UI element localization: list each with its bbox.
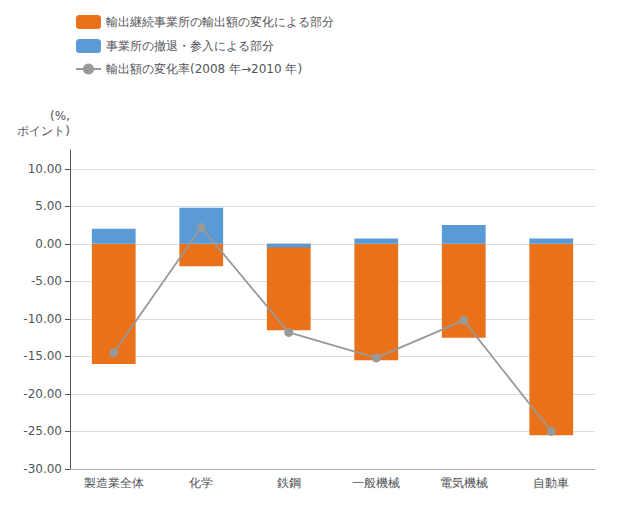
svg-text:-15.00: -15.00	[23, 349, 62, 363]
svg-text:5.00: 5.00	[35, 199, 62, 213]
svg-text:電気機械: 電気機械	[440, 476, 488, 490]
svg-text:-10.00: -10.00	[23, 312, 62, 326]
svg-text:自動車: 自動車	[533, 476, 569, 490]
svg-text:-20.00: -20.00	[23, 387, 62, 401]
svg-text:輸出額の変化率(2008 年→2010 年): 輸出額の変化率(2008 年→2010 年)	[106, 62, 302, 76]
svg-text:(%,: (%,	[50, 109, 70, 123]
svg-text:ポイント): ポイント)	[17, 124, 70, 138]
svg-text:-25.00: -25.00	[23, 424, 62, 438]
svg-text:一般機械: 一般機械	[352, 476, 400, 490]
svg-text:10.00: 10.00	[28, 162, 62, 176]
svg-text:事業所の撤退・参入による部分: 事業所の撤退・参入による部分	[106, 39, 274, 53]
svg-text:-30.00: -30.00	[23, 462, 62, 476]
svg-text:0.00: 0.00	[35, 237, 62, 251]
svg-text:鉄鋼: 鉄鋼	[277, 476, 301, 490]
svg-text:輸出継続事業所の輸出額の変化による部分: 輸出継続事業所の輸出額の変化による部分	[106, 15, 334, 29]
svg-text:-5.00: -5.00	[31, 274, 62, 288]
svg-text:製造業全体: 製造業全体	[84, 476, 144, 490]
svg-text:化学: 化学	[189, 476, 213, 490]
